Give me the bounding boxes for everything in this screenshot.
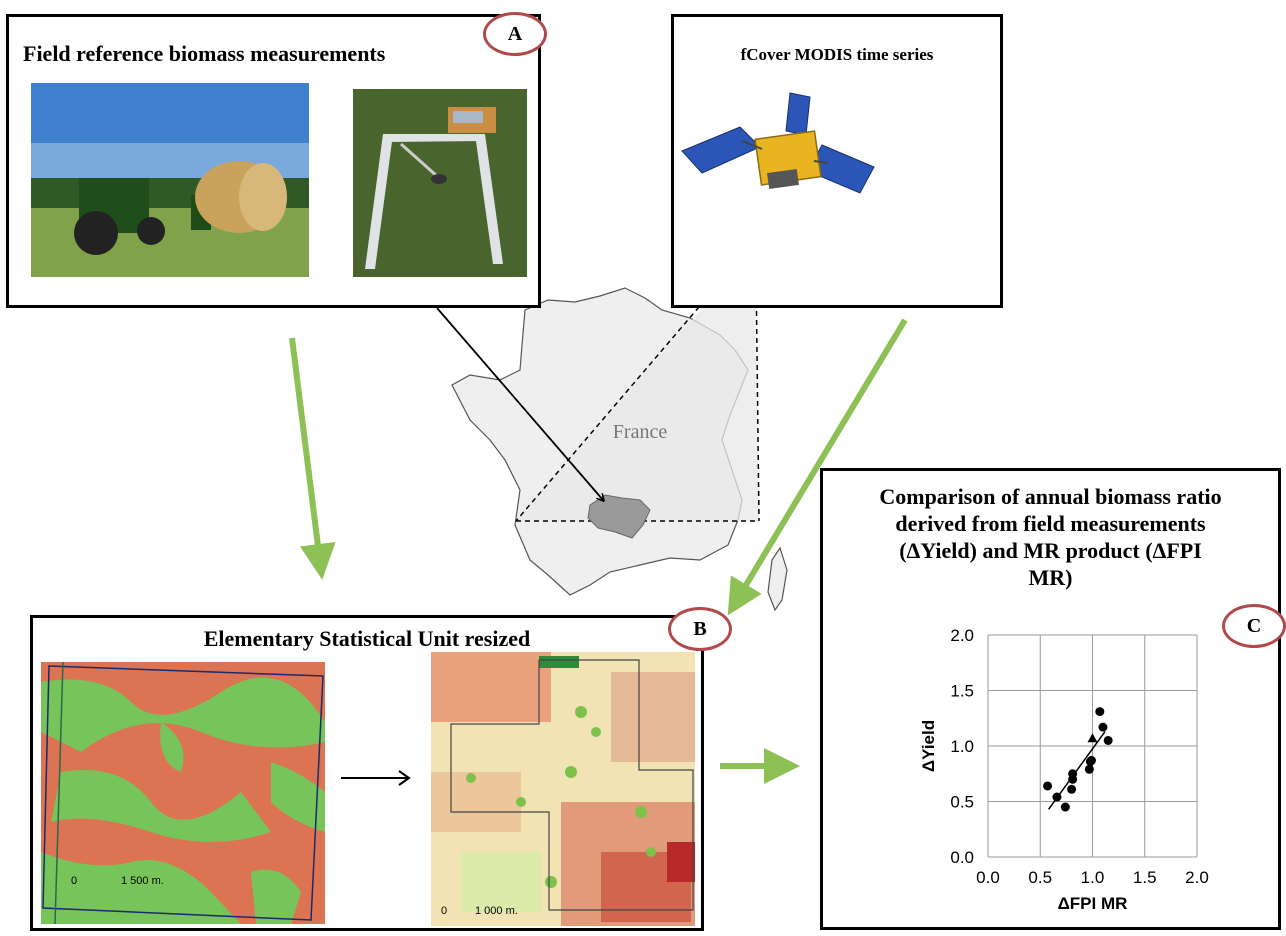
- panel-c-title: Comparison of annual biomass ratio deriv…: [823, 483, 1278, 591]
- resize-arrow: [341, 770, 411, 786]
- data-point: [1043, 781, 1053, 791]
- esu-map-left: 0 1 500 m.: [41, 662, 325, 924]
- panel-b-title: Elementary Statistical Unit resized: [203, 626, 531, 651]
- y-tick-label: 1.5: [950, 682, 974, 701]
- pointer-line: [436, 307, 603, 500]
- data-point: [1098, 722, 1108, 732]
- esu-map-right: 0 1 000 m.: [431, 652, 695, 926]
- scale-right-label: 1 000 m.: [475, 905, 518, 917]
- x-tick-label: 1.5: [1133, 868, 1157, 887]
- x-tick-label: 0.0: [976, 868, 1000, 887]
- data-point: [1068, 769, 1078, 779]
- panel-modis: fCover MODIS time series: [671, 14, 1003, 308]
- y-tick-label: 0.0: [950, 848, 974, 867]
- data-point: [1095, 707, 1105, 717]
- panel-modis-title: fCover MODIS time series: [740, 45, 934, 64]
- panel-c-title-line-2: derived from field measurements: [895, 511, 1206, 536]
- x-tick-label: 0.5: [1028, 868, 1052, 887]
- scatter-chart: 0.0 0.5 1.0 1.5 2.0 0.0 0.5 1.0 1.5 2.0 ΔFPI MR ΔYi…: [919, 626, 1209, 913]
- badge-a: A: [483, 12, 547, 56]
- panel-c-title-line-1: Comparison of annual biomass ratio: [879, 484, 1222, 509]
- france-label: France: [613, 421, 668, 443]
- data-point: [1086, 755, 1096, 765]
- tractor-photo: [31, 83, 309, 277]
- y-tick-label: 1.0: [950, 737, 974, 756]
- y-axis-label: ΔYield: [919, 720, 938, 772]
- study-area: [587, 494, 651, 539]
- scale-left-zero: 0: [71, 875, 78, 887]
- scale-left-label: 1 500 m.: [121, 875, 164, 887]
- panel-esu: Elementary Statistical Unit resized 0 1 …: [30, 615, 704, 931]
- badge-b: B: [668, 607, 732, 651]
- arrow-modis-to-b: [727, 318, 908, 616]
- y-tick-label: 0.5: [950, 793, 974, 812]
- data-point: [1084, 764, 1094, 774]
- panel-field-reference: Field reference biomass measurements: [6, 14, 541, 308]
- x-tick-label: 1.0: [1081, 868, 1105, 887]
- satellite-image: [681, 92, 875, 194]
- panel-a-title: Field reference biomass measurements: [23, 41, 386, 66]
- panel-comparison: Comparison of annual biomass ratio deriv…: [820, 468, 1281, 930]
- quadrat-photo: [353, 89, 527, 277]
- data-point: [1060, 802, 1070, 812]
- y-tick-label: 2.0: [950, 626, 974, 645]
- data-point: [1067, 784, 1077, 794]
- data-point-triangle: [1087, 733, 1098, 743]
- badge-c: C: [1222, 604, 1286, 648]
- x-tick-label: 2.0: [1185, 868, 1209, 887]
- panel-c-title-line-4: MR): [1028, 565, 1073, 590]
- panel-c-title-line-3: (ΔYield) and MR product (ΔFPI: [899, 538, 1202, 563]
- scale-right-zero: 0: [441, 905, 448, 917]
- arrow-a-to-b: [289, 337, 336, 580]
- data-point: [1103, 735, 1113, 745]
- x-axis-label: ΔFPI MR: [1058, 894, 1128, 913]
- data-point: [1052, 792, 1062, 802]
